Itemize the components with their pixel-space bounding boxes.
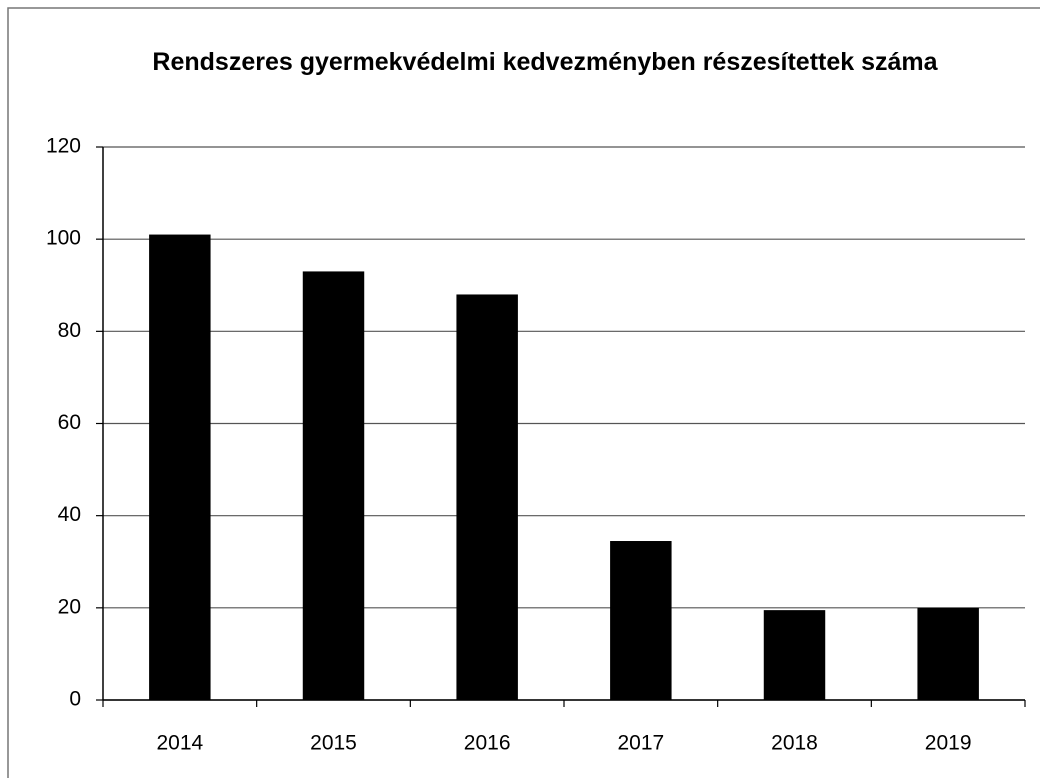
bar xyxy=(302,271,365,700)
bar xyxy=(456,294,518,700)
bar xyxy=(917,607,979,700)
x-tick-label: 2015 xyxy=(310,732,357,755)
y-tick-label: 20 xyxy=(58,595,81,618)
y-tick-label: 80 xyxy=(58,319,81,342)
y-tick-label: 40 xyxy=(58,503,81,526)
x-tick-label: 2019 xyxy=(925,732,972,755)
chart-border xyxy=(7,7,1040,778)
bar xyxy=(149,234,211,700)
y-tick-label: 60 xyxy=(58,411,81,434)
chart-title: Rendszeres gyermekvédelmi kedvezményben … xyxy=(152,48,938,76)
x-tick-label: 2018 xyxy=(771,732,818,755)
x-tick-label: 2014 xyxy=(156,732,203,755)
y-tick-label: 120 xyxy=(46,135,81,158)
x-tick-label: 2017 xyxy=(617,732,664,755)
bar xyxy=(763,610,826,700)
y-tick-label: 100 xyxy=(46,227,81,250)
x-tick-label: 2016 xyxy=(464,732,511,755)
bar xyxy=(610,541,672,700)
y-tick-label: 0 xyxy=(69,688,81,711)
